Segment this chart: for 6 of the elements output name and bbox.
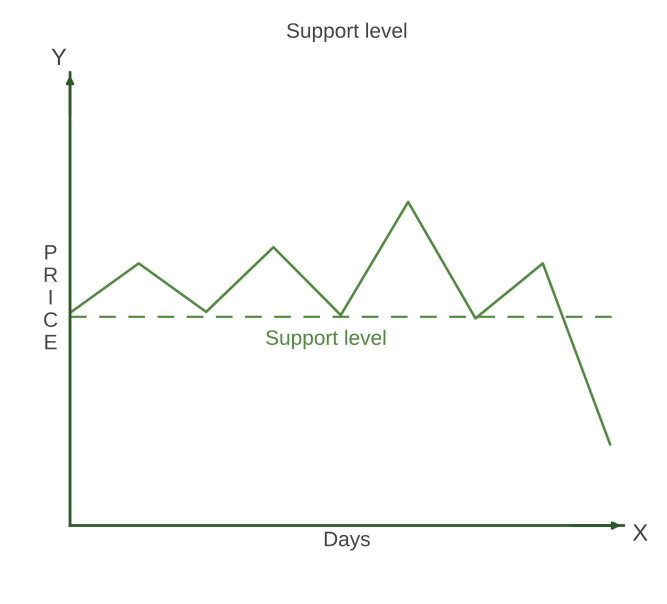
y-axis-title: PRICE bbox=[44, 245, 58, 350]
x-axis-title: Days bbox=[324, 532, 370, 550]
ref-line-label: Support level bbox=[266, 330, 386, 350]
text: Y bbox=[52, 48, 66, 65]
chart-title: Support level bbox=[286, 22, 406, 42]
text: X bbox=[632, 524, 648, 541]
